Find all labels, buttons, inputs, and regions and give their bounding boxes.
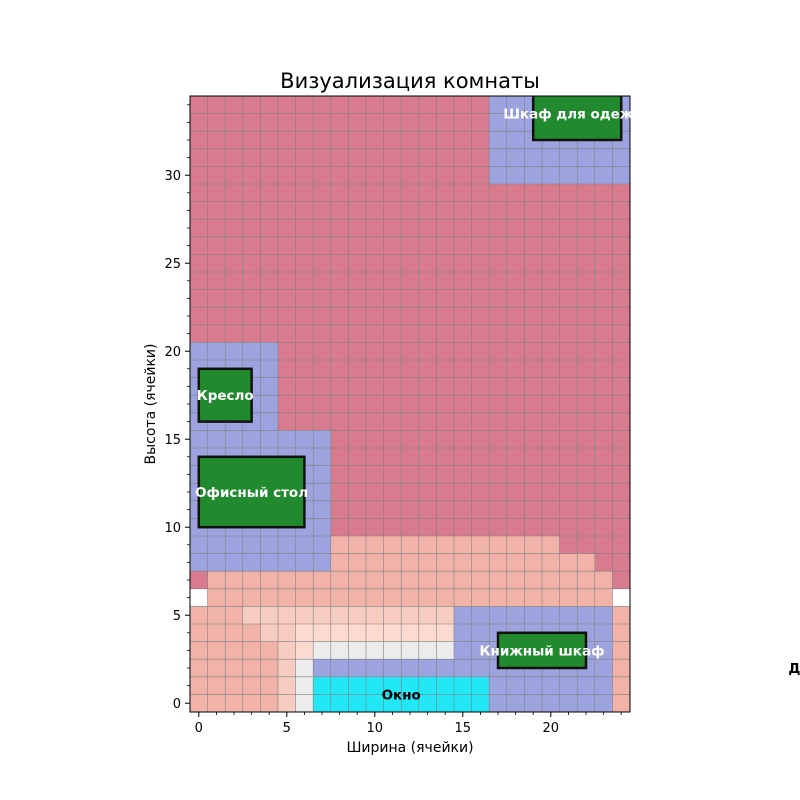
x-tick-label: 5: [283, 721, 291, 736]
axis-ticks: 0 5 10 15 20 0 5 10 15 20 25 30: [164, 104, 622, 736]
furniture-кресло: [197, 367, 253, 423]
cell-region-light_gray: [295, 659, 314, 712]
chart-title: Визуализация комнаты: [280, 69, 540, 93]
y-tick-label: 10: [164, 521, 181, 536]
x-tick-label: 10: [367, 721, 384, 736]
object-label: Дверь: [788, 661, 800, 677]
y-axis-label: Высота (ячейки): [143, 344, 159, 465]
y-tick-label: 25: [164, 257, 181, 272]
x-tick-label: 15: [455, 721, 472, 736]
x-tick-label: 20: [543, 721, 560, 736]
y-tick-label: 5: [173, 609, 181, 624]
furniture-шкаф-для-одежды: [531, 96, 623, 142]
y-tick-label: 15: [164, 433, 181, 448]
plot-area: [190, 96, 630, 712]
cell-region-blush: [295, 641, 314, 660]
furniture-книжный-шкаф: [496, 631, 588, 670]
x-axis-label: Ширина (ячейки): [346, 740, 473, 756]
cell-region-blush: [295, 624, 454, 642]
object-label: Книжный шкаф: [480, 643, 605, 659]
y-tick-label: 20: [164, 345, 181, 360]
y-tick-label: 0: [173, 697, 181, 712]
furniture-objects: [197, 96, 623, 670]
object-label: Окно: [382, 687, 421, 703]
furniture-офисный-стол: [197, 455, 306, 529]
grid-lines: [190, 96, 630, 712]
x-tick-label: 0: [195, 721, 203, 736]
object-label: Кресло: [197, 388, 254, 404]
y-tick-label: 30: [164, 169, 181, 184]
cell-regions: [190, 96, 630, 712]
object-labels: Шкаф для одежды Кресло Офисный стол Книжный…: [195, 107, 800, 704]
object-label: Шкаф для одежды: [503, 107, 656, 123]
object-label: Офисный стол: [195, 485, 308, 501]
